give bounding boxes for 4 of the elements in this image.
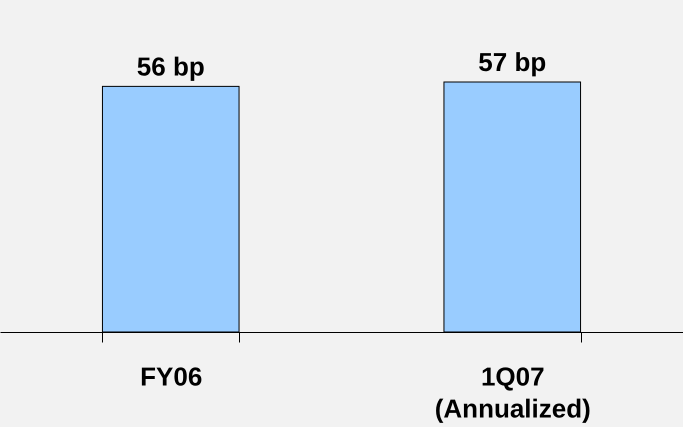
data-label: 57 bp [478,47,546,77]
x-tick-label: 1Q07 (Annualized) [434,362,591,424]
x-tick-label: FY06 [140,362,202,392]
data-label: 56 bp [136,51,205,82]
